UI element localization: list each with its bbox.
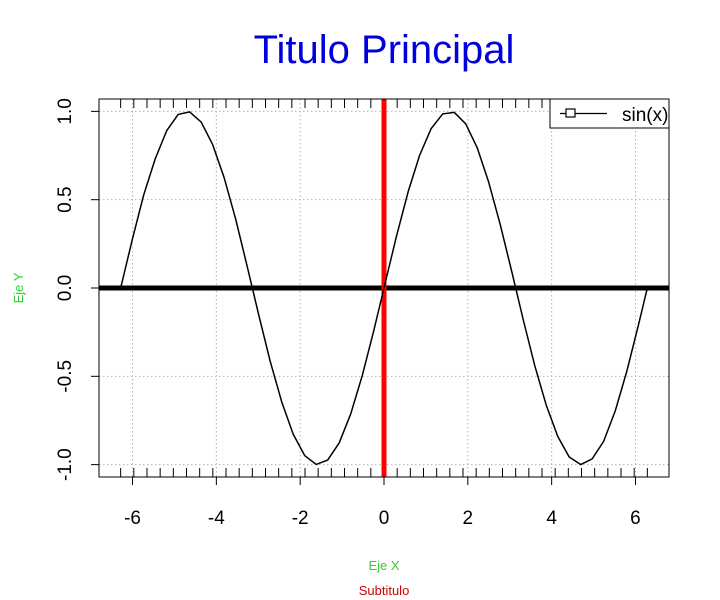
y-axis-label: Eje Y (11, 272, 26, 303)
chart-title: Titulo Principal (254, 28, 515, 72)
y-axis: -1.0 -0.5 0.0 0.5 1.0 (55, 98, 100, 481)
legend-label-sin: sin(x) (622, 105, 668, 126)
x-tick-label-4: 2 (463, 508, 474, 529)
x-axis: -6 -4 -2 0 2 4 6 (124, 476, 641, 529)
series-line-0 (119, 111, 649, 466)
x-tick-label-2: -2 (292, 508, 309, 529)
y-tick-label-3: 0.5 (55, 186, 76, 212)
legend: sin(x) (549, 98, 670, 129)
y-tick-label-2: 0.0 (55, 275, 76, 301)
series-lines (119, 111, 649, 466)
y-tick-label-4: 1.0 (55, 98, 76, 124)
y-tick-label-1: -0.5 (55, 360, 76, 393)
x-tick-label-5: 4 (546, 508, 557, 529)
legend-square-marker (565, 108, 576, 118)
x-tick-label-1: -4 (208, 508, 225, 529)
x-axis-label: Eje X (368, 558, 399, 573)
x-tick-label-6: 6 (630, 508, 641, 529)
x-tick-label-3: 0 (379, 508, 390, 529)
y-tick-label-0: -1.0 (55, 448, 76, 481)
x-tick-label-0: -6 (124, 508, 141, 529)
chart-subtitle: Subtitulo (359, 583, 410, 598)
